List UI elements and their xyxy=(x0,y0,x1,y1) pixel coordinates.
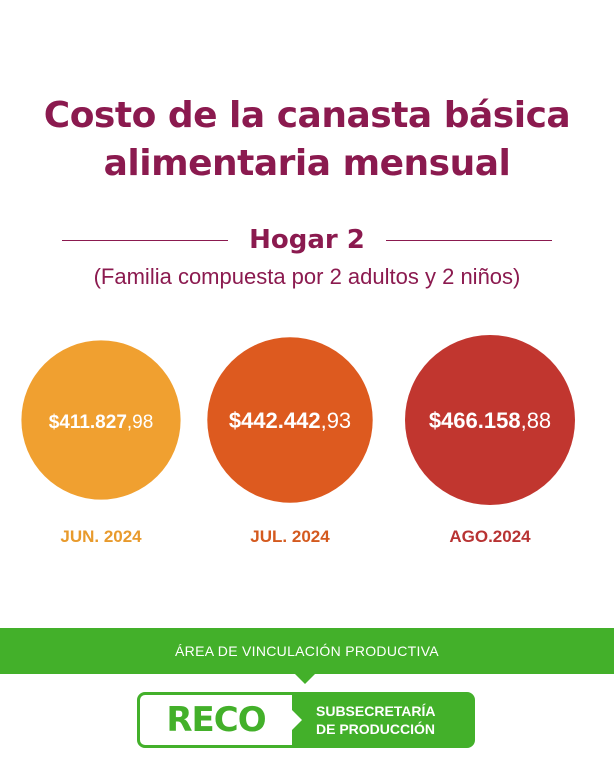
divider-left xyxy=(62,240,228,241)
title-line-1: Costo de la canasta básica xyxy=(43,95,571,136)
reco-logo-text: RECO xyxy=(166,700,266,740)
footer-bar: ÁREA DE VINCULACIÓN PRODUCTIVA xyxy=(0,628,614,674)
bubble-chart: $411.827,98 JUN. 2024 $442.442,93 JUL. 2024… xyxy=(21,335,575,546)
divider-right xyxy=(386,240,552,241)
page-title: Costo de la canasta básica alimentaria m… xyxy=(0,92,614,188)
footer-notch xyxy=(295,674,315,684)
bubble-value-label-2: $442.442,93 xyxy=(229,408,351,433)
title-line-2: alimentaria mensual xyxy=(103,143,511,184)
area-label: ÁREA DE VINCULACIÓN PRODUCTIVA xyxy=(175,643,439,659)
subtitle-row: Hogar 2 xyxy=(0,220,614,260)
organization-logo: RECO SUBSECRETARÍA DE PRODUCCIÓN xyxy=(137,692,475,748)
bubble-1 xyxy=(21,340,181,500)
bubble-2 xyxy=(207,337,373,503)
org-name-line-2: DE PRODUCCIÓN xyxy=(316,721,436,737)
household-description: (Familia compuesta por 2 adultos y 2 niñ… xyxy=(93,264,521,289)
bubble-value-label-1: $411.827,98 xyxy=(49,412,154,433)
bubble-3 xyxy=(405,335,575,505)
org-name-line-1: SUBSECRETARÍA xyxy=(316,703,436,719)
month-label-1: JUN. 2024 xyxy=(60,527,142,546)
logo-arrow-icon xyxy=(292,710,302,730)
bubble-value-label-3: $466.158,88 xyxy=(429,408,551,433)
month-label-3: AGO.2024 xyxy=(449,527,531,546)
month-label-2: JUL. 2024 xyxy=(250,527,330,546)
household-subtitle: Hogar 2 xyxy=(249,225,365,255)
org-name-block: SUBSECRETARÍA DE PRODUCCIÓN xyxy=(292,695,472,745)
